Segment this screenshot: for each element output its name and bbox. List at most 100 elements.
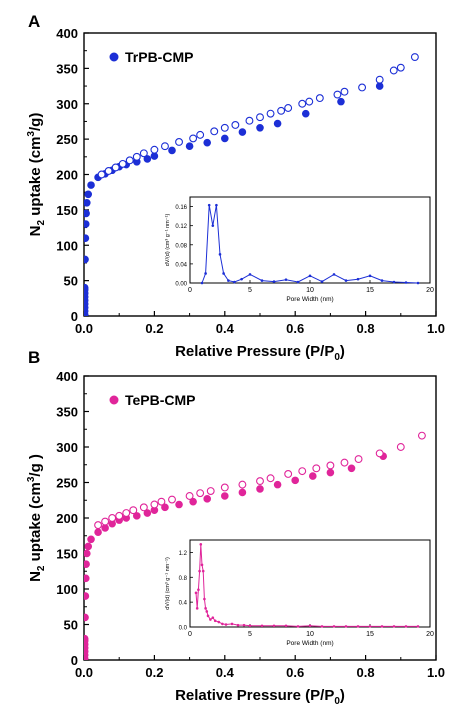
- panel-label: B: [28, 348, 40, 367]
- inset-y-tick-label: 1.2: [179, 551, 188, 557]
- desorption-point: [298, 99, 307, 108]
- desorption-point: [175, 138, 183, 146]
- adsorption-point: [308, 472, 317, 480]
- desorption-point: [168, 495, 176, 504]
- x-axis-label: Relative Pressure (P/P0): [175, 343, 345, 363]
- x-tick-label: 1.0: [427, 321, 445, 336]
- x-tick-label: 0.2: [145, 321, 163, 336]
- y-tick-label: 400: [56, 369, 78, 384]
- inset-data-point: [392, 280, 396, 284]
- adsorption-point: [94, 528, 102, 536]
- inset-data-point: [344, 279, 348, 282]
- desorption-point: [256, 477, 264, 486]
- desorption-point: [284, 104, 293, 112]
- y-tick-label: 300: [56, 97, 78, 112]
- inset-data-point: [272, 280, 276, 283]
- inset-data-point: [227, 279, 230, 282]
- inset-data-point: [416, 625, 420, 628]
- desorption-point: [354, 455, 363, 464]
- desorption-point: [277, 106, 286, 115]
- inset-data-point: [380, 625, 384, 628]
- desorption-point: [220, 483, 229, 492]
- inset-y-tick-label: 0.16: [175, 205, 187, 211]
- inset-data-point: [233, 280, 236, 284]
- inset-data-point: [260, 624, 264, 628]
- x-axis-label-main: Relative Pressure (P/P: [175, 687, 334, 704]
- desorption-point: [125, 156, 134, 165]
- y-tick-label: 200: [56, 168, 78, 183]
- inset-data-point: [248, 624, 252, 628]
- adsorption-point: [238, 128, 247, 136]
- desorption-point: [340, 87, 349, 96]
- inset-data-point: [199, 543, 203, 546]
- legend-label: TePB-CMP: [125, 392, 196, 408]
- x-axis-label-sub: 0: [334, 352, 340, 363]
- inset-data-point: [368, 625, 372, 628]
- inset-data-point: [308, 274, 312, 278]
- adsorption-point: [143, 509, 152, 517]
- x-tick-label: 0.6: [286, 321, 304, 336]
- inset-data-point: [211, 224, 215, 227]
- x-tick-label: 1.0: [427, 665, 445, 680]
- y-tick-label: 350: [56, 61, 78, 76]
- desorption-point: [118, 159, 127, 168]
- inset-data-point: [197, 588, 200, 592]
- inset-data-point: [260, 279, 264, 282]
- x-axis-label: Relative Pressure (P/P0): [175, 687, 345, 707]
- desorption-point: [196, 130, 205, 139]
- desorption-point: [129, 506, 138, 515]
- desorption-point: [94, 521, 103, 530]
- inset-x-tick-label: 5: [248, 631, 252, 638]
- adsorption-point: [273, 119, 282, 128]
- adsorption-point: [161, 503, 169, 512]
- desorption-point: [161, 142, 169, 151]
- y-tick-label: 0: [71, 653, 78, 668]
- desorption-point: [132, 152, 141, 161]
- inset-frame: [189, 539, 431, 628]
- inset-data-point: [368, 274, 372, 278]
- y-tick-label: 0: [71, 309, 78, 324]
- adsorption-point: [87, 535, 95, 544]
- adsorption-point: [256, 124, 264, 132]
- inset-data-point: [200, 563, 204, 567]
- y-tick-label: 400: [56, 26, 78, 41]
- adsorption-point: [84, 255, 89, 264]
- desorption-point: [312, 464, 321, 473]
- adsorption-point: [133, 512, 141, 520]
- adsorption-point: [84, 209, 90, 218]
- inset-data-point: [194, 591, 198, 595]
- inset-data-point: [206, 614, 210, 618]
- desorption-point: [97, 170, 106, 179]
- desorption-point: [396, 443, 405, 451]
- inset-data-point: [209, 618, 212, 621]
- inset-data-point: [404, 625, 408, 628]
- desorption-point: [196, 489, 205, 498]
- adsorption-point: [238, 488, 247, 497]
- x-axis-label-main: Relative Pressure (P/P: [175, 343, 334, 360]
- inset-data-point: [198, 569, 201, 573]
- y-tick-label: 250: [56, 132, 78, 147]
- adsorption-point: [84, 549, 91, 558]
- inset-data-point: [284, 278, 288, 281]
- inset-data-point: [356, 277, 360, 281]
- adsorption-point: [291, 476, 300, 485]
- inset-data-point: [272, 624, 276, 628]
- adsorption-point: [326, 468, 335, 477]
- desorption-point: [305, 97, 314, 106]
- desorption-point: [206, 487, 215, 495]
- legend-label: TrPB-CMP: [125, 49, 193, 65]
- adsorption-point: [84, 592, 90, 600]
- x-tick-label: 0.8: [357, 665, 375, 680]
- y-axis-label-part: /g ): [27, 454, 44, 477]
- y-tick-label: 100: [56, 582, 78, 597]
- inset-x-axis-label: Pore Width (nm): [286, 640, 333, 647]
- desorption-point: [284, 470, 293, 478]
- desorption-point: [150, 145, 159, 154]
- inset-data-point: [205, 610, 209, 613]
- desorption-point: [150, 500, 159, 509]
- y-axis-label-part: /g): [27, 113, 44, 131]
- inset-data-point: [204, 272, 207, 275]
- desorption-point: [245, 116, 254, 125]
- inset-x-tick-label: 20: [426, 287, 434, 294]
- inset-data-point: [296, 625, 300, 628]
